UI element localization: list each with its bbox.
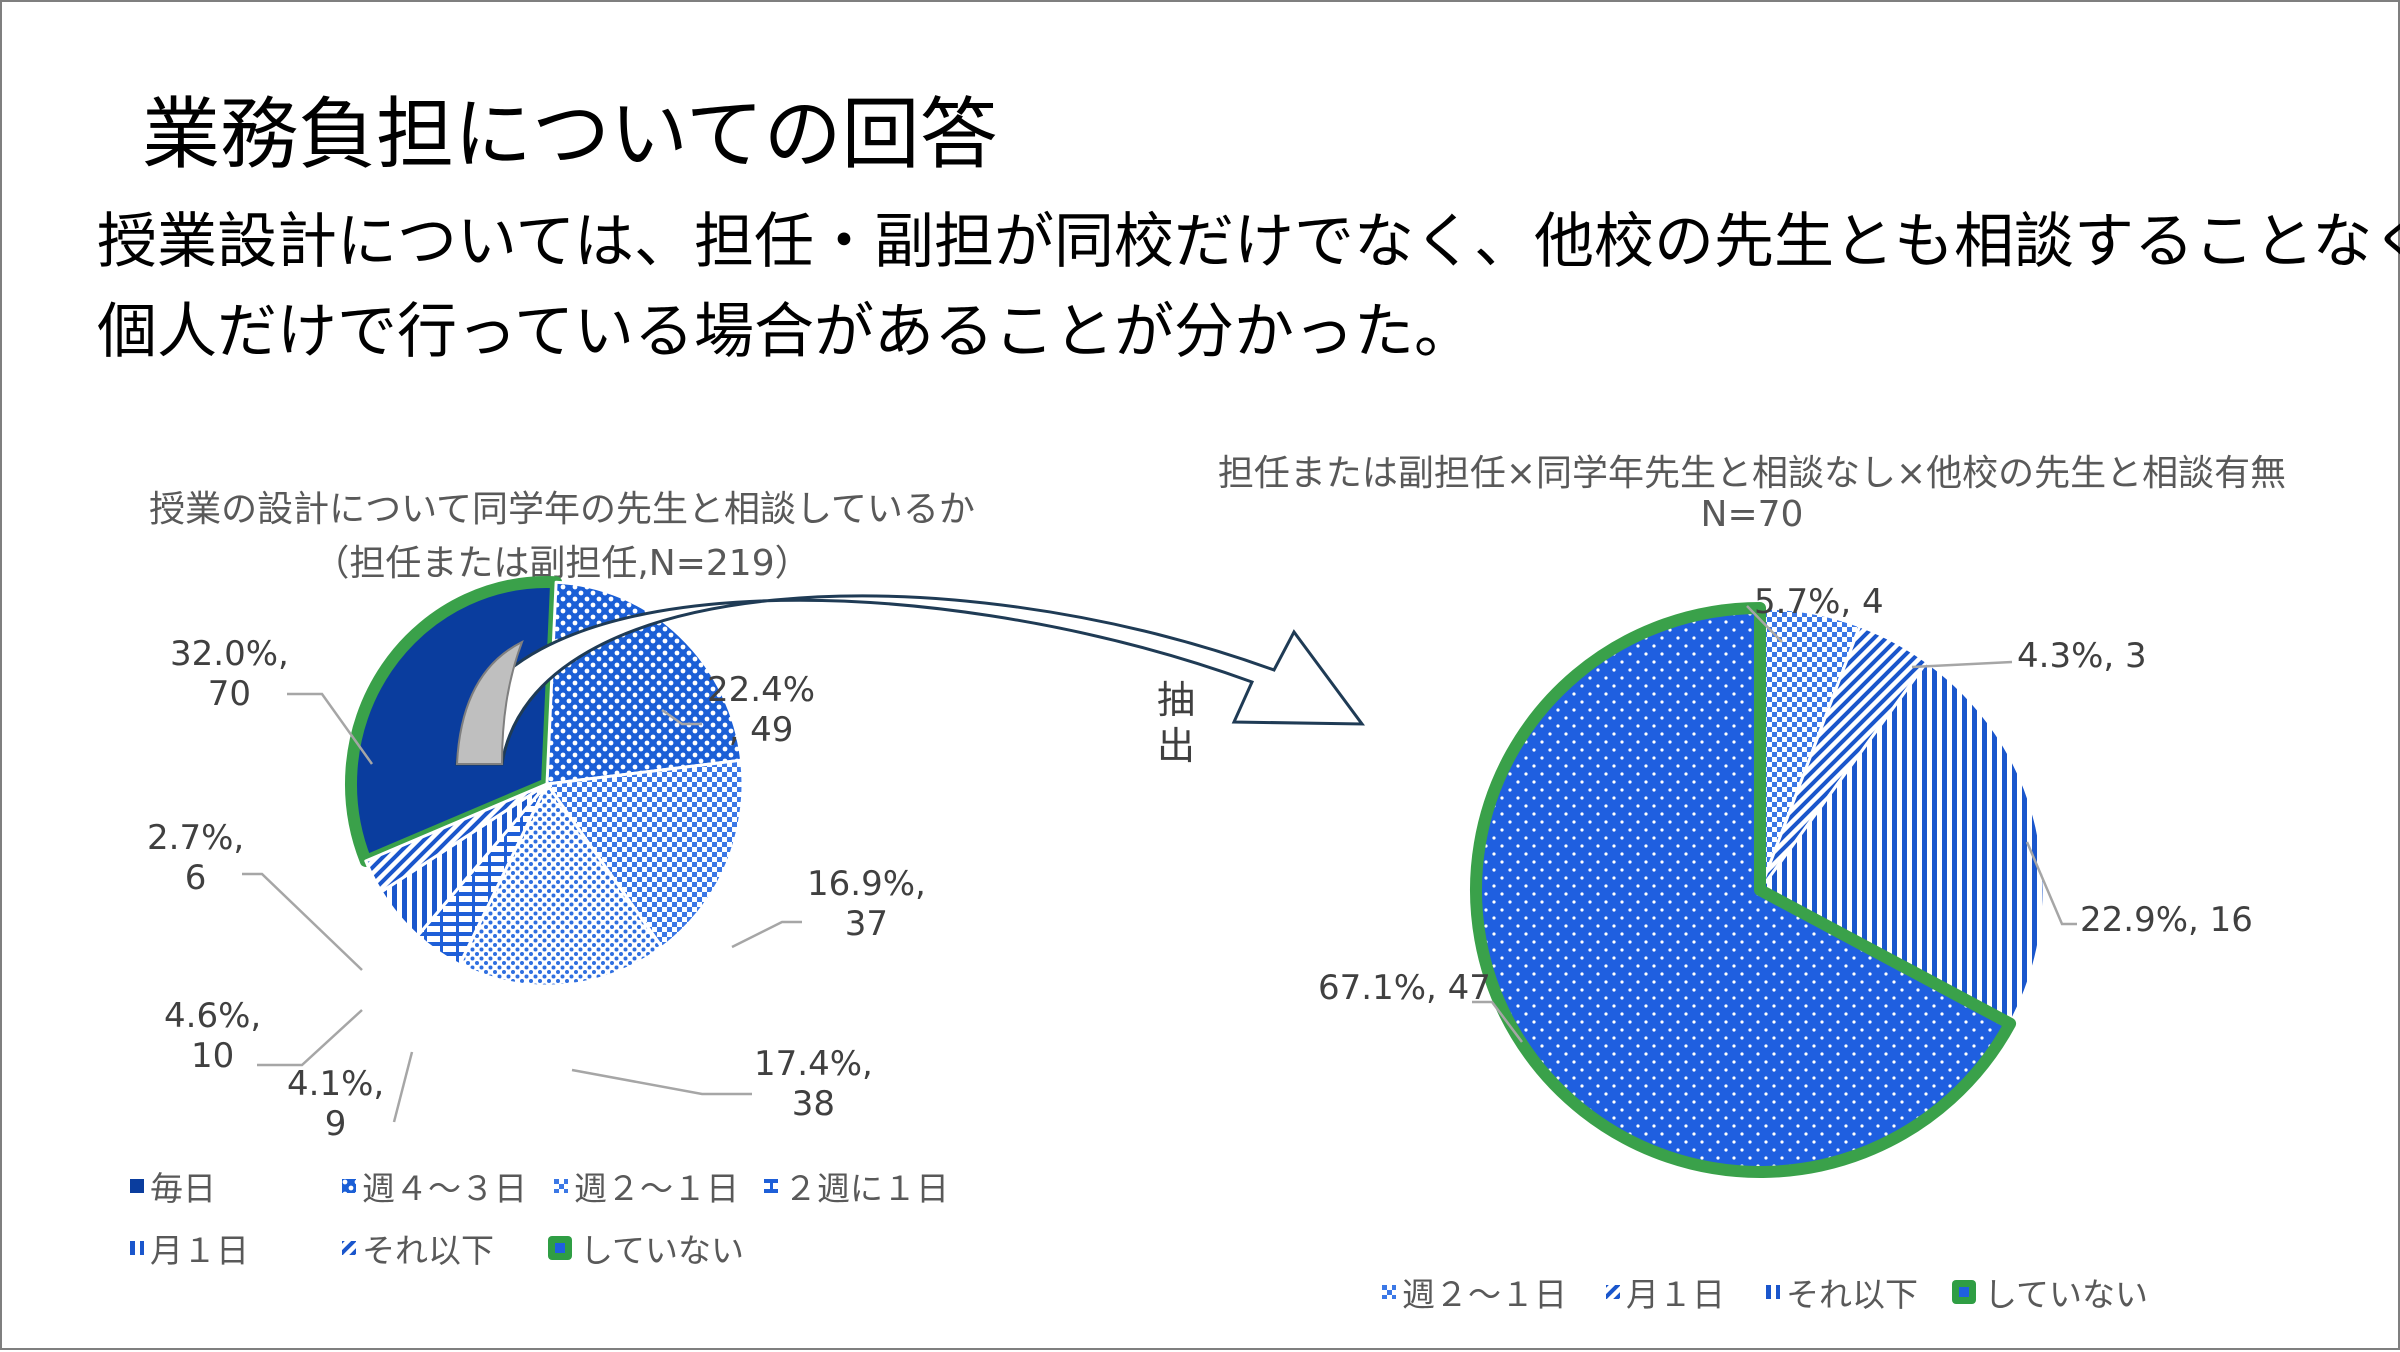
chart1-title: 授業の設計について同学年の先生と相談しているか (149, 489, 975, 530)
leader-line-7 (1746, 605, 1783, 643)
legend1-item-shu43: 週４～３日 (342, 1162, 527, 1210)
pie-chart-1 (345, 576, 745, 988)
legend2-item-tsuki1: 月１日 (1606, 1268, 1725, 1316)
slide-subtitle: 授業設計については、担任・副担が同校だけでなく、他校の先生とも相談することなく、… (97, 197, 2400, 377)
pie-chart-2 (1470, 602, 2046, 1178)
legend1-item-soreika: それ以下 (342, 1224, 494, 1272)
chart2-subtitle: N=70 (1700, 494, 1804, 535)
leader-line-1 (661, 708, 702, 726)
pie2-label-tsuki1: 4.3%, 3 (2017, 636, 2147, 676)
pie2-label-soreika: 22.9%, 16 (2080, 900, 2253, 940)
legend1-item-shiteinai: していない (546, 1224, 744, 1272)
pie1-slice-3 (458, 782, 664, 988)
pie1-slice-2 (545, 758, 745, 950)
legend1-item-mainichi: 毎日 (130, 1162, 216, 1210)
pie1-label-shu43: 22.4%, 49 (707, 670, 816, 750)
pie2-label-shu21: 5.7%, 4 (1754, 582, 1884, 622)
legend2-item-soreika: それ以下 (1766, 1268, 1918, 1316)
leader-line-4 (392, 1051, 414, 1123)
pie1-label-shiteinai: 2.7%, 6 (147, 818, 245, 898)
legend1-item-shu21: 週２～１日 (554, 1162, 739, 1210)
chart2-title: 担任または副担任×同学年先生と相談なし×他校の先生と相談有無 (1217, 453, 2287, 494)
subtitle-line-1: 授業設計については、担任・副担が同校だけでなく、他校の先生とも相談することなく、 (97, 207, 2400, 277)
subtitle-line-2: 個人だけで行っている場合があることが分かった。 (97, 297, 1474, 367)
chart1-subtitle: （担任または副担任,N=219） (313, 543, 811, 584)
pie1-label-soreika: 4.6%, 10 (164, 996, 262, 1076)
pie2-label-shiteinai: 67.1%, 47 (1318, 968, 1491, 1008)
pie1-label-mainichi: 32.0%, 70 (170, 634, 289, 714)
legend2-item-shiteinai: していない (1950, 1268, 2148, 1316)
leader-line-2 (731, 920, 802, 949)
legend1-item-tsuki1: 月１日 (130, 1224, 249, 1272)
arrow-label: 抽出 (1157, 678, 1196, 768)
leader-line-9 (2025, 841, 2077, 926)
extract-arrow (455, 594, 1366, 766)
legend2-item-shu21: 週２～１日 (1382, 1268, 1567, 1316)
pie1-label-2shu1: 17.4%, 38 (754, 1044, 873, 1124)
extract-arrow-shade (455, 639, 524, 765)
leader-line-5 (257, 1009, 363, 1067)
leader-line-8 (1911, 660, 2013, 669)
legend1-item-2shu1: ２週に１日 (764, 1162, 949, 1210)
leader-lines (242, 605, 2077, 1123)
leader-line-0 (287, 692, 374, 765)
leader-line-3 (571, 1068, 752, 1096)
pie1-slice-6 (364, 782, 549, 894)
pie1-label-tsuki1: 4.1%, 9 (287, 1064, 385, 1144)
pie1-label-shu21: 16.9%, 37 (807, 864, 926, 944)
pie2-slice-2 (1758, 660, 2046, 1026)
leader-line-10 (1472, 1000, 1523, 1043)
leader-line-6 (242, 872, 363, 971)
slide-title: 業務負担についての回答 (142, 90, 998, 180)
